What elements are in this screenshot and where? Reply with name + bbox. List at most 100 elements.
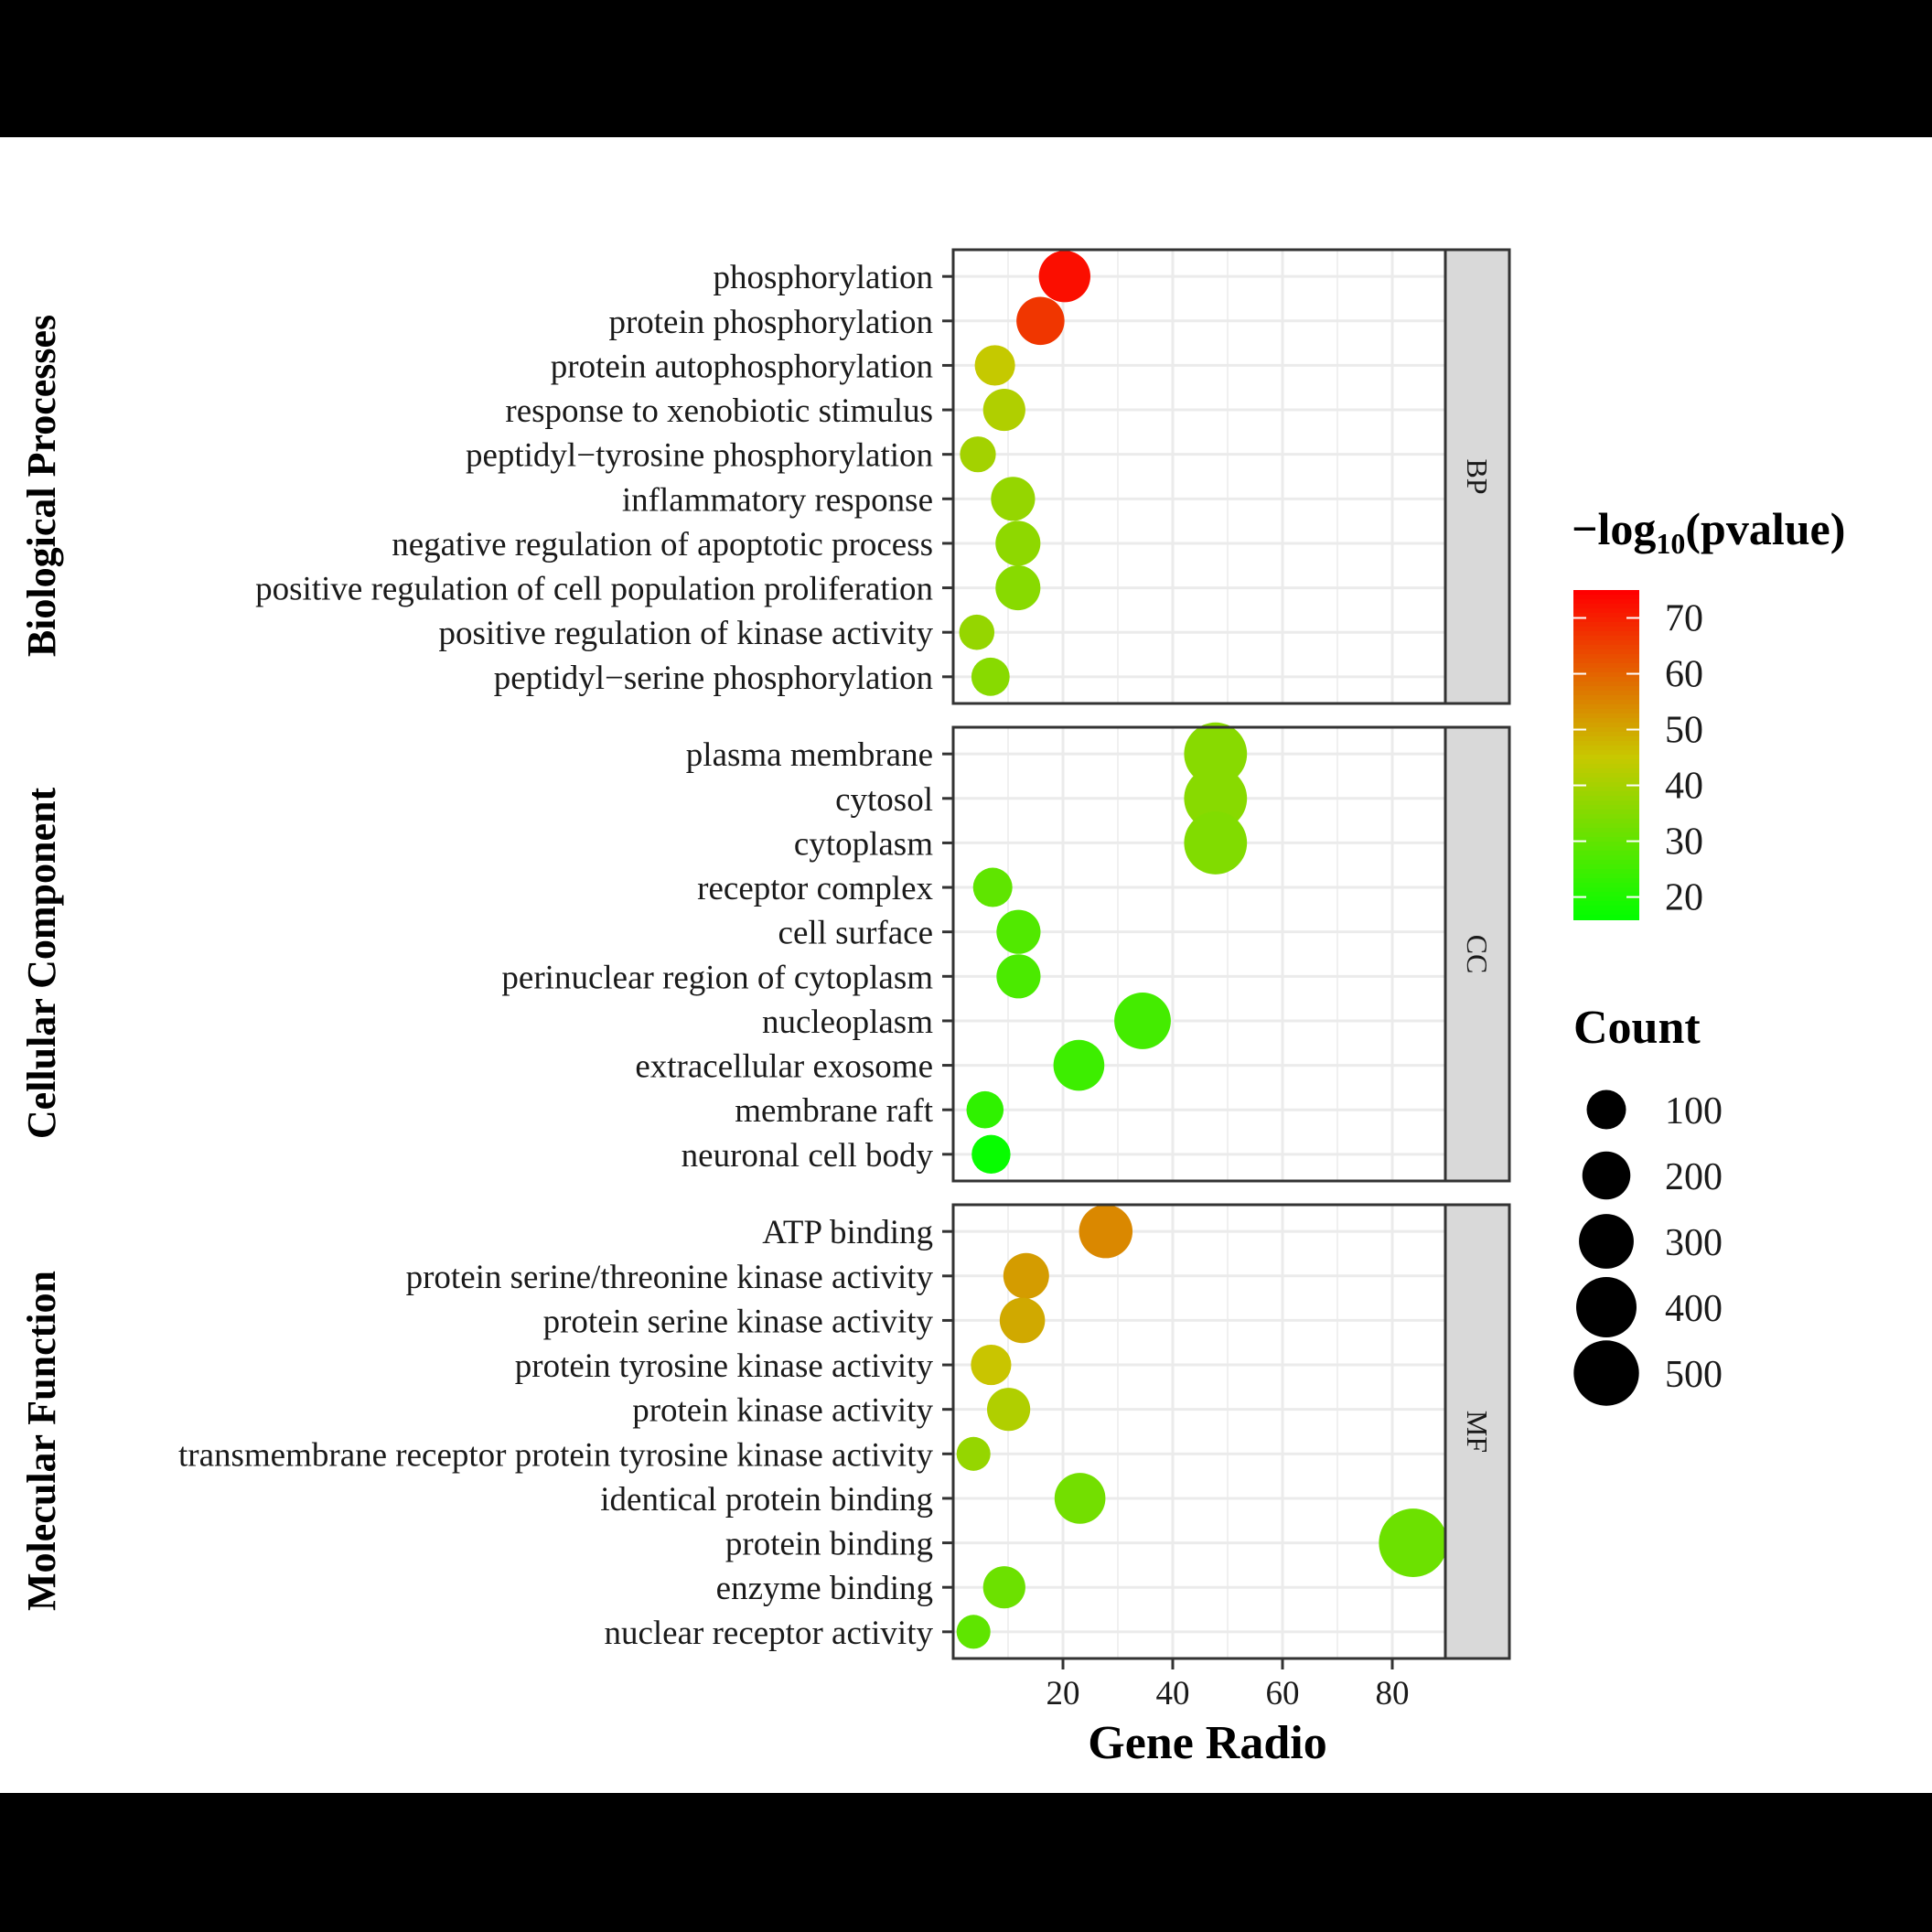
facet-cc: plasma membrane cytosol cytoplasm receptor …: [19, 722, 1511, 1183]
colorbar-label: 30: [1665, 821, 1703, 864]
term-label: phosphorylation: [714, 259, 933, 296]
term-point: [991, 477, 1036, 521]
colorbar-segment: [1573, 663, 1639, 669]
term-point: [960, 436, 996, 473]
colorbar-label: 70: [1665, 598, 1703, 640]
term-label: enzyme binding: [716, 1570, 933, 1607]
colorbar-segment: [1573, 659, 1639, 664]
term-point: [1184, 811, 1248, 875]
facet-strip-label: BP: [1461, 458, 1494, 494]
colorbar-segment: [1573, 691, 1639, 696]
facet-group-label: Molecular Function: [19, 1271, 64, 1611]
size-legend-key: [1576, 1277, 1637, 1337]
colorbar-label: 60: [1665, 654, 1703, 696]
colorbar-segment: [1573, 796, 1639, 801]
facet-strip-label: CC: [1461, 935, 1494, 974]
size-legend-label: 100: [1665, 1090, 1723, 1132]
colorbar-segment: [1573, 778, 1639, 783]
facet-panels: phosphorylation protein phosphorylation pr…: [19, 248, 1511, 1660]
colorbar-segment: [1573, 828, 1639, 833]
term-point: [956, 1615, 991, 1649]
colorbar-segment: [1573, 732, 1639, 737]
colorbar-segment: [1573, 649, 1639, 655]
term-point: [982, 1566, 1025, 1609]
term-label: protein binding: [725, 1526, 933, 1563]
colorbar-segment: [1573, 613, 1639, 618]
term-point: [1053, 1039, 1105, 1091]
x-tick-label: 20: [1046, 1675, 1080, 1712]
colorbar-segment: [1573, 617, 1639, 623]
colorbar-segment: [1573, 910, 1639, 916]
size-legend-label: 500: [1665, 1354, 1723, 1396]
colorbar-segment: [1573, 896, 1639, 902]
colorbar-segment: [1573, 590, 1639, 596]
term-point: [959, 614, 995, 650]
colorbar-segment: [1573, 723, 1639, 728]
term-point: [1079, 1204, 1133, 1259]
x-axis-title: Gene Radio: [1088, 1717, 1326, 1769]
colorbar-segment: [1573, 654, 1639, 660]
colorbar-segment: [1573, 782, 1639, 788]
size-legend-key: [1586, 1089, 1626, 1130]
term-point: [966, 1090, 1004, 1129]
term-label: perinuclear region of cytoplasm: [501, 959, 933, 996]
term-label: protein autophosphorylation: [551, 348, 933, 385]
term-label: protein phosphorylation: [608, 304, 933, 341]
term-point: [986, 1388, 1031, 1432]
colorbar-segment: [1573, 842, 1639, 847]
term-label: receptor complex: [697, 870, 933, 907]
term-label: nucleoplasm: [762, 1004, 933, 1041]
colorbar-segment: [1573, 718, 1639, 724]
term-label: nuclear receptor activity: [604, 1615, 933, 1652]
term-label: ATP binding: [762, 1214, 933, 1251]
term-point: [972, 867, 1013, 907]
term-point: [996, 909, 1041, 954]
term-point: [999, 1297, 1046, 1344]
color-legend: −log10(pvalue) 70 60 50 40 30 20: [1572, 503, 1845, 920]
term-label: positive regulation of kinase activity: [439, 615, 934, 652]
colorbar-segment: [1573, 869, 1639, 875]
colorbar-segment: [1573, 645, 1639, 650]
term-label: membrane raft: [735, 1092, 933, 1130]
colorbar-segment: [1573, 805, 1639, 810]
x-axis: 20 40 60 80: [1046, 1658, 1410, 1712]
term-label: peptidyl−tyrosine phosphorylation: [466, 437, 933, 475]
colorbar-segment: [1573, 746, 1639, 751]
color-legend-title-suffix: (pvalue): [1685, 503, 1845, 554]
facet-group-label: Biological Processes: [19, 315, 64, 657]
size-legend-label: 400: [1665, 1288, 1723, 1330]
term-label: cell surface: [778, 915, 933, 952]
colorbar-segment: [1573, 700, 1639, 705]
term-point: [1379, 1508, 1448, 1578]
colorbar-segment: [1573, 640, 1639, 646]
term-label: cytosol: [835, 781, 933, 819]
term-point: [971, 1134, 1011, 1175]
x-tick-label: 60: [1266, 1675, 1300, 1712]
term-point: [974, 345, 1015, 386]
x-tick-label: 40: [1156, 1675, 1190, 1712]
colorbar-segment: [1573, 851, 1639, 856]
colorbar-segment: [1573, 773, 1639, 778]
size-legend-key: [1582, 1151, 1631, 1200]
colorbar-segment: [1573, 686, 1639, 692]
term-label: protein serine kinase activity: [543, 1303, 934, 1340]
facet-strip: [1444, 725, 1511, 1183]
term-point: [1003, 1252, 1049, 1299]
facet-bp: phosphorylation protein phosphorylation pr…: [19, 248, 1511, 705]
colorbar-segment: [1573, 672, 1639, 678]
size-legend-label: 200: [1665, 1156, 1723, 1198]
colorbar-segment: [1573, 837, 1639, 843]
term-point: [1184, 767, 1248, 831]
colorbar-segment: [1573, 736, 1639, 742]
colorbar-segment: [1573, 682, 1639, 687]
facet-group-label: Cellular Component: [19, 788, 64, 1140]
size-legend: Count 100 200 300 400 500: [1573, 1002, 1723, 1406]
colorbar-label: 50: [1665, 710, 1703, 752]
term-point: [956, 1436, 991, 1471]
colorbar-segment: [1573, 636, 1639, 641]
colorbar-segment: [1573, 892, 1639, 897]
colorbar-segment: [1573, 627, 1639, 632]
facet-strip: [1444, 248, 1511, 705]
colorbar-segment: [1573, 846, 1639, 852]
colorbar-segment: [1573, 714, 1639, 719]
